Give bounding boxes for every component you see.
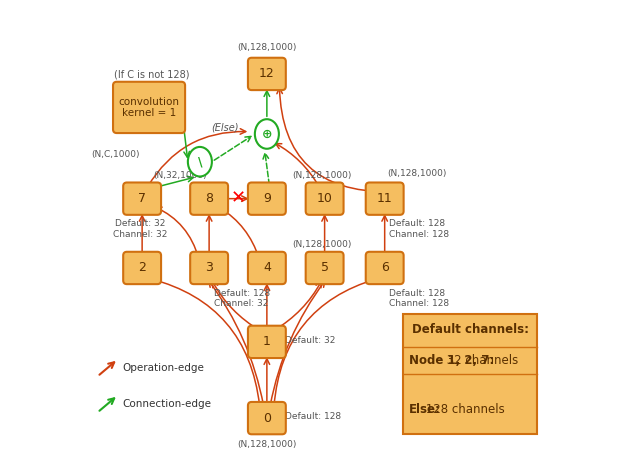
Text: 3: 3	[205, 261, 213, 274]
FancyBboxPatch shape	[123, 252, 161, 284]
Text: 1: 1	[263, 335, 271, 348]
FancyBboxPatch shape	[306, 182, 344, 215]
Text: 9: 9	[263, 192, 271, 205]
Text: (N,128,1000): (N,128,1000)	[237, 440, 296, 449]
Text: (N,128,1000): (N,128,1000)	[292, 171, 352, 180]
Text: 7: 7	[138, 192, 146, 205]
FancyBboxPatch shape	[248, 326, 286, 358]
Text: Default channels:: Default channels:	[412, 323, 529, 336]
Text: Default: 128
Channel: 128: Default: 128 Channel: 128	[389, 289, 449, 308]
Text: Default: 128: Default: 128	[285, 412, 342, 421]
Text: (N,C,1000): (N,C,1000)	[92, 150, 140, 159]
Text: (N,128,1000): (N,128,1000)	[387, 169, 446, 178]
Text: (Else): (Else)	[212, 122, 239, 132]
Text: 12: 12	[259, 67, 275, 80]
Text: (N,128,1000): (N,128,1000)	[292, 240, 352, 249]
Text: (If C is not 128): (If C is not 128)	[114, 70, 189, 80]
Text: (N,32,1000): (N,32,1000)	[154, 171, 207, 180]
FancyBboxPatch shape	[248, 58, 286, 90]
Text: 32 channels: 32 channels	[444, 354, 518, 367]
Text: ✕: ✕	[230, 190, 246, 207]
FancyBboxPatch shape	[365, 182, 404, 215]
FancyBboxPatch shape	[123, 182, 161, 215]
Text: Else:: Else:	[409, 402, 440, 415]
Text: Default: 32
Channel: 32: Default: 32 Channel: 32	[113, 219, 167, 239]
FancyBboxPatch shape	[190, 252, 228, 284]
Text: 2: 2	[138, 261, 146, 274]
FancyBboxPatch shape	[403, 314, 537, 434]
FancyBboxPatch shape	[190, 182, 228, 215]
FancyBboxPatch shape	[248, 402, 286, 434]
Text: (N,128,1000): (N,128,1000)	[237, 43, 296, 52]
Text: \: \	[198, 155, 202, 168]
Text: 128 channels: 128 channels	[422, 402, 504, 415]
FancyBboxPatch shape	[365, 252, 404, 284]
Text: 10: 10	[317, 192, 333, 205]
Text: 4: 4	[263, 261, 271, 274]
Text: Default: 128
Channel: 32: Default: 128 Channel: 32	[214, 289, 270, 308]
Text: Default: 32: Default: 32	[285, 336, 336, 345]
Text: 11: 11	[377, 192, 392, 205]
Text: 8: 8	[205, 192, 213, 205]
FancyBboxPatch shape	[113, 82, 185, 133]
Text: Operation-edge: Operation-edge	[123, 363, 205, 373]
Ellipse shape	[255, 119, 279, 149]
Text: Node 1, 2, 7:: Node 1, 2, 7:	[409, 354, 494, 367]
FancyBboxPatch shape	[306, 252, 344, 284]
Text: 6: 6	[381, 261, 388, 274]
Text: 0: 0	[263, 412, 271, 425]
Ellipse shape	[188, 147, 212, 176]
Text: convolution
kernel = 1: convolution kernel = 1	[118, 97, 180, 118]
Text: Default: 128
Channel: 128: Default: 128 Channel: 128	[389, 219, 449, 239]
FancyBboxPatch shape	[248, 252, 286, 284]
Text: Connection-edge: Connection-edge	[123, 399, 212, 409]
Text: ⊕: ⊕	[262, 128, 272, 140]
Text: 5: 5	[321, 261, 328, 274]
FancyBboxPatch shape	[248, 182, 286, 215]
